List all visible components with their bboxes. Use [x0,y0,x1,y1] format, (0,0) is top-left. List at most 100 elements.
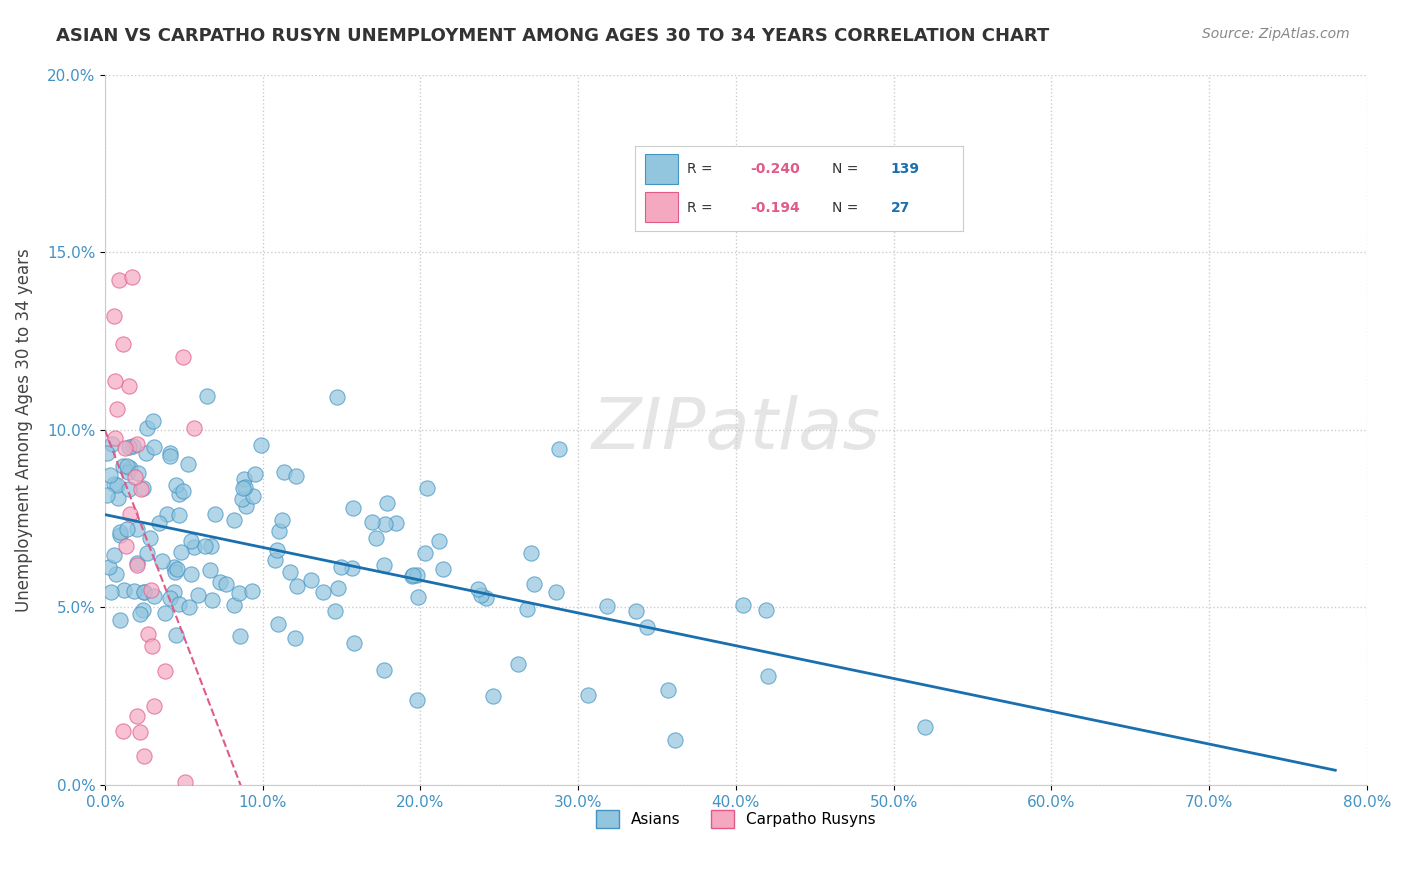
Point [242,490,264,504]
Point [624,604,647,618]
Point [427,533,450,548]
Point [105,567,128,582]
Point [107,477,129,491]
Point [135,546,157,560]
Point [373,558,395,573]
Point [180,533,202,548]
Point [163,584,186,599]
Point [373,663,395,677]
Point [135,445,157,459]
Point [755,602,778,616]
Point [209,575,232,590]
Point [250,438,273,452]
Point [330,559,353,574]
Point [169,598,191,612]
Point [520,545,543,559]
Point [299,573,322,587]
Point [124,470,146,484]
Point [284,631,307,645]
Point [228,586,250,600]
Point [155,664,177,678]
Point [148,516,170,531]
Point [96,488,118,502]
Point [156,507,179,521]
Point [183,540,205,554]
Point [914,720,936,734]
Point [401,569,423,583]
Point [177,599,200,614]
Point [172,483,194,498]
Point [165,478,187,492]
Point [482,689,505,703]
Point [103,310,125,324]
Point [405,693,427,707]
Point [127,522,149,536]
Point [97,560,120,574]
Point [364,532,387,546]
Point [107,273,129,287]
Point [159,450,181,464]
Point [141,413,163,427]
Point [229,628,252,642]
Point [114,582,136,597]
Point [233,481,256,495]
Point [385,516,408,531]
Point [263,553,285,567]
Point [312,585,335,599]
Point [115,458,138,473]
Point [267,617,290,632]
Point [235,499,257,513]
Text: ZIPatlas: ZIPatlas [592,395,880,465]
Point [118,507,141,521]
Point [134,748,156,763]
Point [516,601,538,615]
Point [114,441,136,455]
Point [224,512,246,526]
Point [231,491,253,506]
Point [129,725,152,739]
Point [756,669,779,683]
Point [326,390,349,404]
Point [167,508,190,522]
Point [416,481,439,495]
Point [115,522,138,536]
Point [104,374,127,388]
Point [150,554,173,568]
Point [96,446,118,460]
Point [402,567,425,582]
Point [326,582,349,596]
Point [266,542,288,557]
Point [127,558,149,572]
Point [278,565,301,579]
Point [215,577,238,591]
Point [187,588,209,602]
Point [636,619,658,633]
Point [285,469,308,483]
Point [201,593,224,607]
Point [127,466,149,480]
Point [139,582,162,597]
Point [374,517,396,532]
Point [170,544,193,558]
Point [474,591,496,606]
Point [200,563,222,577]
Point [194,540,217,554]
Point [169,486,191,500]
Point [108,527,131,541]
Point [240,583,263,598]
Point [127,557,149,571]
Point [204,507,226,521]
Point [177,457,200,471]
Point [165,565,187,579]
Point [107,491,129,505]
Point [132,603,155,617]
Point [243,467,266,481]
Point [125,436,148,450]
Text: ASIAN VS CARPATHO RUSYN UNEMPLOYMENT AMONG AGES 30 TO 34 YEARS CORRELATION CHART: ASIAN VS CARPATHO RUSYN UNEMPLOYMENT AMO… [56,27,1049,45]
Point [153,606,176,620]
Point [548,442,571,457]
Point [470,588,492,602]
Point [522,577,544,591]
Point [142,589,165,603]
Point [163,560,186,574]
